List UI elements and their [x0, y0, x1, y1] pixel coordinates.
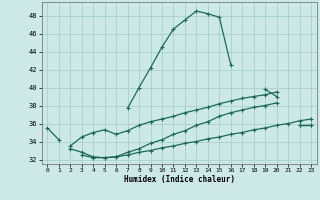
- X-axis label: Humidex (Indice chaleur): Humidex (Indice chaleur): [124, 175, 235, 184]
